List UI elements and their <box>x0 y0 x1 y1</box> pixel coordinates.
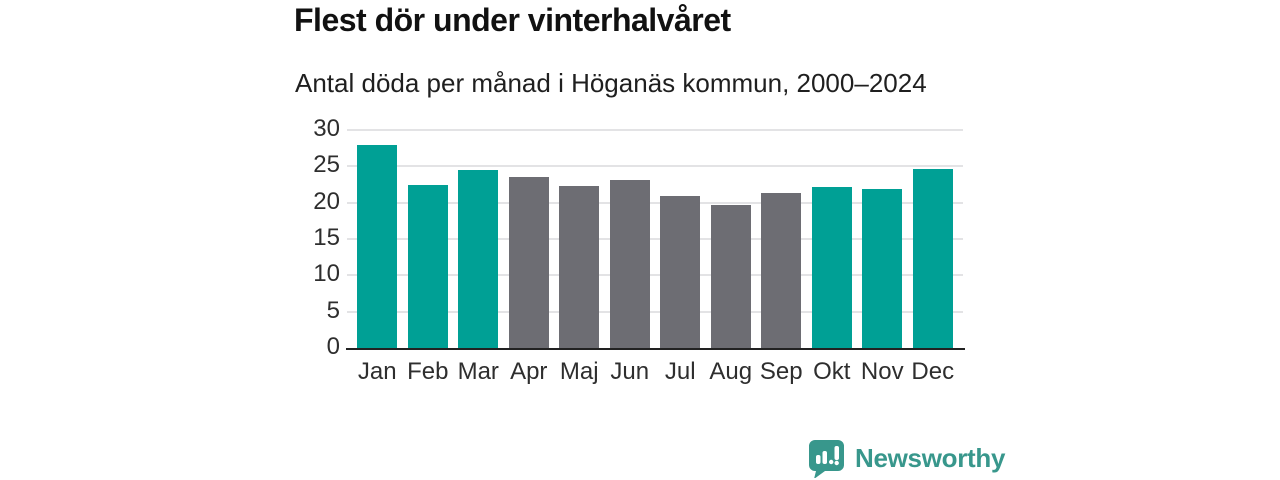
bar-aug <box>710 204 751 348</box>
bar-nov <box>862 188 903 348</box>
bar-okt <box>811 187 852 348</box>
x-tick-label-jan: Jan <box>357 358 397 385</box>
bar-slot-okt: Okt <box>811 130 852 385</box>
x-tick-label-feb: Feb <box>407 358 449 385</box>
bar-slot-apr: Apr <box>508 130 549 385</box>
bar-series: Jan Feb Mar Apr Maj Jun Jul Aug Sep Okt Nov Dec <box>347 130 963 385</box>
bar-slot-feb: Feb <box>407 130 448 385</box>
chart-title: Flest dör under vinterhalvåret <box>294 2 731 38</box>
bar-maj <box>559 185 600 348</box>
y-tick-label-0: 0 <box>326 333 340 360</box>
gridline-25 <box>347 165 963 168</box>
y-tick-label-25: 25 <box>313 151 340 179</box>
gridline-30 <box>347 129 963 131</box>
bar-sep <box>761 192 802 348</box>
x-tick-label-okt: Okt <box>813 358 851 385</box>
gridline-15 <box>347 238 963 240</box>
bar-slot-mar: Mar <box>458 130 499 385</box>
bar-chart-bubble-icon <box>806 438 846 479</box>
x-tick-label-aug: Aug <box>709 358 753 385</box>
x-tick-label-jun: Jun <box>610 358 650 385</box>
brand-name: Newsworthy <box>855 442 1006 473</box>
x-tick-label-mar: Mar <box>457 358 499 385</box>
bar-jul <box>660 196 701 348</box>
y-tick-label-10: 10 <box>313 260 340 288</box>
plot-area: Jan Feb Mar Apr Maj Jun Jul Aug Sep Okt Nov Dec <box>346 129 965 385</box>
bar-slot-maj: Maj <box>559 130 600 385</box>
newsworthy-logo: Newsworthy <box>806 438 1006 479</box>
bar-jun <box>609 180 650 348</box>
bar-mar <box>458 169 499 348</box>
bar-slot-nov: Nov <box>861 130 904 385</box>
bar-slot-jun: Jun <box>609 130 650 385</box>
chart-subtitle: Antal döda per månad i Höganäs kommun, 2… <box>295 68 927 98</box>
bar-slot-jul: Jul <box>660 130 701 385</box>
x-tick-label-sep: Sep <box>759 358 803 385</box>
y-axis-labels: 0 5 10 15 20 25 30 <box>288 116 340 360</box>
bar-slot-jan: Jan <box>357 130 398 385</box>
y-tick-label-5: 5 <box>326 296 340 324</box>
y-tick-label-20: 20 <box>313 187 340 215</box>
x-tick-label-dec: Dec <box>911 358 955 385</box>
gridline-20 <box>347 201 963 204</box>
x-tick-label-apr: Apr <box>510 358 548 385</box>
bar-slot-dec: Dec <box>911 130 954 385</box>
bar-jan <box>357 145 398 348</box>
x-tick-label-maj: Maj <box>559 358 599 385</box>
bar-slot-sep: Sep <box>760 130 803 385</box>
x-axis-line <box>346 348 965 350</box>
bar-feb <box>407 185 448 348</box>
x-tick-label-nov: Nov <box>860 358 904 385</box>
gridline-5 <box>347 310 963 313</box>
gridline-10 <box>347 274 963 277</box>
x-tick-label-jul: Jul <box>664 358 696 385</box>
y-tick-label-30: 30 <box>313 115 340 142</box>
bar-slot-aug: Aug <box>709 130 752 385</box>
bar-dec <box>912 168 953 348</box>
y-tick-label-15: 15 <box>313 224 340 251</box>
bar-apr <box>508 177 549 348</box>
